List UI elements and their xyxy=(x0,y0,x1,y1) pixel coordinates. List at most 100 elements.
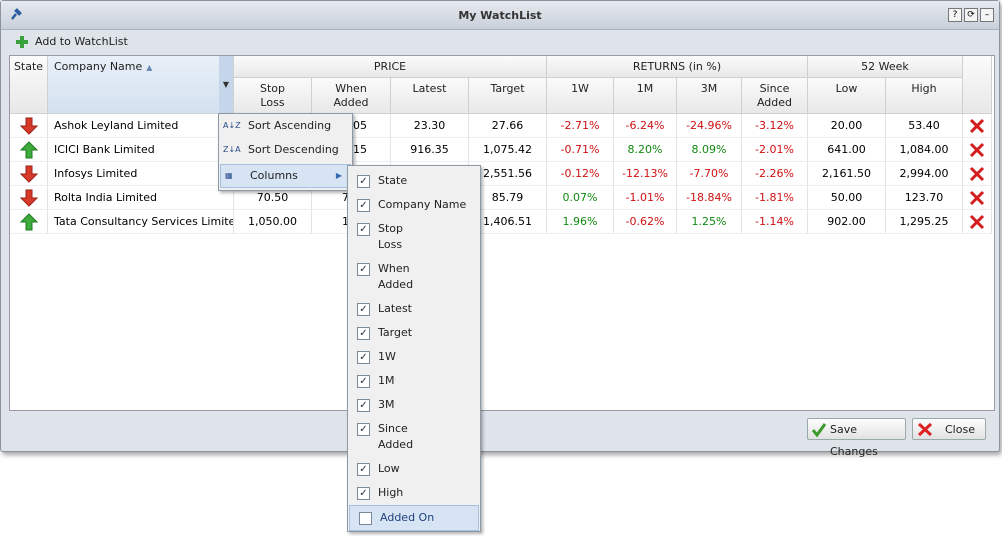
checkbox[interactable]: ✓ xyxy=(357,199,370,212)
watchlist-window: My WatchList ? ⟳ – Add to WatchList Stat… xyxy=(0,0,1000,458)
value-cell: 641.00 xyxy=(808,138,886,162)
columns-submenu: ✓ State ✓ Company Name ✓ Stop Loss ✓ When Added… xyxy=(347,165,481,532)
value-cell: 2,161.50 xyxy=(808,162,886,186)
value-cell: -1.14% xyxy=(742,210,808,234)
save-label: Save Changes xyxy=(830,423,878,458)
submenu-item[interactable]: ✓ When Added xyxy=(348,257,480,297)
context-menu: A↓Z Sort Ascending Z↓A Sort Descending ▦ Colu… xyxy=(218,113,353,191)
delete-icon[interactable] xyxy=(969,190,985,206)
checkbox[interactable]: ✓ xyxy=(357,263,370,276)
value-cell: 23.30 xyxy=(391,114,469,138)
add-icon xyxy=(16,36,28,48)
value-cell: 1,084.00 xyxy=(886,138,963,162)
checkbox[interactable]: ✓ xyxy=(357,351,370,364)
state-cell xyxy=(10,138,48,162)
state-arrow xyxy=(20,165,38,183)
value-cell: -3.12% xyxy=(742,114,808,138)
header-label: Low xyxy=(835,82,858,95)
sort-arrow: ▲ xyxy=(146,63,153,72)
submenu-label: Since Added xyxy=(378,422,414,451)
checkbox[interactable]: ✓ xyxy=(357,487,370,500)
submenu-item[interactable]: ✓ Target xyxy=(348,321,480,345)
value-cell: 8.20% xyxy=(614,138,677,162)
delete-cell[interactable] xyxy=(963,186,992,210)
submenu-item[interactable]: ✓ Low xyxy=(348,457,480,481)
minimize-button[interactable]: – xyxy=(980,8,994,22)
submenu-item[interactable]: ✓ Since Added xyxy=(348,417,480,457)
checkbox[interactable]: ✓ xyxy=(357,223,370,236)
submenu-label: Target xyxy=(378,326,413,339)
value-cell: -0.71% xyxy=(547,138,614,162)
delete-icon[interactable] xyxy=(969,166,985,182)
checkbox[interactable]: ✓ xyxy=(357,463,370,476)
checkbox[interactable]: ✓ xyxy=(357,423,370,436)
value-cell: -12.13% xyxy=(614,162,677,186)
menu-item[interactable]: Z↓A Sort Descending xyxy=(219,138,352,162)
checkbox[interactable]: ✓ xyxy=(357,327,370,340)
header-cell[interactable]: Company Name ▲ ▼ xyxy=(48,56,234,114)
submenu-label: When Added xyxy=(378,262,414,291)
submenu-label: 1M xyxy=(378,374,395,387)
submenu-item[interactable]: ✓ State xyxy=(348,169,480,193)
delete-icon[interactable] xyxy=(969,142,985,158)
submenu-item[interactable]: ✓ Company Name xyxy=(348,193,480,217)
submenu-label: Low xyxy=(378,462,400,475)
value-cell: 1,295.25 xyxy=(886,210,963,234)
delete-cell[interactable] xyxy=(963,114,992,138)
header-cell: When Added xyxy=(312,78,391,114)
submenu-item[interactable]: ✓ High xyxy=(348,481,480,505)
delete-cell[interactable] xyxy=(963,138,992,162)
value-cell: 70.50 xyxy=(234,186,312,210)
delete-cell[interactable] xyxy=(963,162,992,186)
value-cell: 916.35 xyxy=(391,138,469,162)
pin-icon[interactable] xyxy=(9,7,23,21)
submenu-item[interactable]: Added On xyxy=(349,505,479,531)
checkbox[interactable]: ✓ xyxy=(357,303,370,316)
value-cell: -24.96% xyxy=(677,114,742,138)
add-button[interactable]: Add to WatchList xyxy=(13,34,128,52)
submenu-item[interactable]: ✓ Stop Loss xyxy=(348,217,480,257)
add-label: Add to WatchList xyxy=(35,35,128,48)
value-cell: 902.00 xyxy=(808,210,886,234)
value-cell: 2,994.00 xyxy=(886,162,963,186)
submenu-label: 1W xyxy=(378,350,396,363)
menu-item[interactable]: ▦ Columns ▶ xyxy=(220,164,351,188)
group-label: RETURNS (in %) xyxy=(632,60,722,73)
menu-label: Sort Ascending xyxy=(248,119,332,132)
value-cell: -2.01% xyxy=(742,138,808,162)
value-cell: 27.66 xyxy=(469,114,547,138)
submenu-item[interactable]: ✓ 1W xyxy=(348,345,480,369)
value-cell: 53.40 xyxy=(886,114,963,138)
save-button[interactable]: Save Changes xyxy=(807,418,906,458)
delete-cell[interactable] xyxy=(963,210,992,234)
submenu-item[interactable]: ✓ Latest xyxy=(348,297,480,321)
state-cell xyxy=(10,210,48,234)
help-button[interactable]: ? xyxy=(948,8,962,22)
group-header: RETURNS (in %) xyxy=(547,56,808,78)
submenu-label: State xyxy=(378,174,408,187)
menu-trigger[interactable]: ▼ xyxy=(219,56,233,114)
header-label: High xyxy=(911,82,937,95)
value-cell: -1.81% xyxy=(742,186,808,210)
delete-icon[interactable] xyxy=(969,214,985,230)
menu-item[interactable]: A↓Z Sort Ascending xyxy=(219,114,352,138)
menu-icon: ▦ xyxy=(225,171,233,180)
value-cell: -0.12% xyxy=(547,162,614,186)
submenu-label: Stop Loss xyxy=(378,222,404,251)
delete-icon[interactable] xyxy=(969,118,985,134)
checkbox[interactable]: ✓ xyxy=(357,175,370,188)
header-label: When Added xyxy=(333,82,369,109)
header-label: 3M xyxy=(700,82,718,95)
submenu-item[interactable]: ✓ 1M xyxy=(348,369,480,393)
checkbox[interactable]: ✓ xyxy=(357,399,370,412)
checkbox[interactable] xyxy=(359,512,372,525)
checkbox[interactable]: ✓ xyxy=(357,375,370,388)
refresh-button[interactable]: ⟳ xyxy=(964,8,978,22)
submenu-item[interactable]: ✓ 3M xyxy=(348,393,480,417)
header-label: 1W xyxy=(571,82,589,95)
submenu-label: Latest xyxy=(378,302,412,315)
group-label: PRICE xyxy=(373,60,407,73)
close-button[interactable]: Close xyxy=(912,418,986,440)
value-cell: -1.01% xyxy=(614,186,677,210)
